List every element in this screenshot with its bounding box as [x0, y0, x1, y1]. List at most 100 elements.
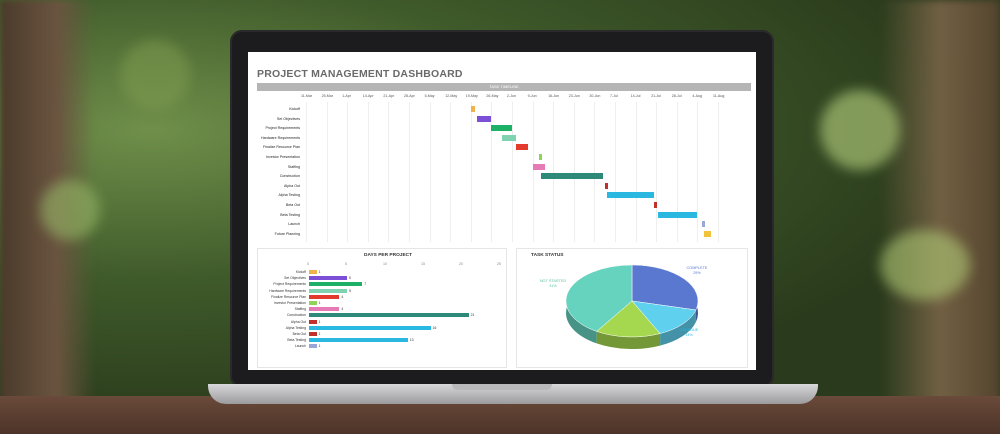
gantt-task-bar [606, 192, 655, 199]
gantt-gridline [615, 102, 616, 242]
gantt-date-label: 28-Apr [404, 94, 415, 98]
laptop-base [208, 384, 818, 404]
bar [309, 313, 469, 318]
gantt-gridline [409, 102, 410, 242]
gantt-chart: 11-Mar 25-Mar 1-Apr 14-Apr 21-Apr 28-Apr 5-May… [248, 92, 756, 242]
gantt-task-label: Investor Presentation [266, 155, 300, 159]
gantt-task-label: Beta Testing [280, 212, 300, 217]
bar-value-label: 1 [318, 301, 321, 305]
gantt-gridline [594, 102, 596, 242]
bar-category-label: Beta Out [292, 332, 306, 336]
gantt-task-label: Hardware Requirements [261, 135, 300, 140]
bokeh-light [880, 230, 970, 300]
gantt-date-label: 12-May [445, 94, 458, 98]
gantt-date-label: 5-May [424, 94, 435, 98]
pie-slice-percent: 41% [549, 284, 557, 288]
laptop-notch [452, 384, 552, 390]
dashboard-title: PROJECT MANAGEMENT DASHBOARD [257, 68, 463, 80]
laptop-screen: PROJECT MANAGEMENT DASHBOARD TASK TIMELI… [248, 52, 756, 370]
bar-axis-tick: 25 [497, 262, 501, 266]
gantt-task-label: Future Planning [274, 231, 300, 236]
bar-category-label: Alpha Testing [285, 325, 306, 330]
bar-axis-tick: 15 [421, 262, 425, 266]
bar-value-label: 7 [364, 282, 367, 287]
gantt-date-label: 23-Jun [568, 94, 580, 98]
bar [309, 307, 340, 312]
gantt-gridline [718, 102, 719, 242]
gantt-task-bar [654, 202, 658, 208]
pie-slice [631, 300, 697, 334]
bar [309, 338, 408, 343]
gantt-task-bar [516, 144, 529, 151]
gantt-gridline [697, 102, 699, 242]
gantt-date-label: 14-Apr [362, 94, 374, 98]
bar-category-label: Staffing [294, 307, 306, 312]
bar-value-label: 13 [409, 338, 414, 343]
gantt-date-label: 21-Apr [383, 94, 395, 98]
gantt-date-label: 30-Jun [589, 94, 601, 98]
gantt-gridline [532, 102, 534, 242]
bar-value-label: 1 [318, 332, 321, 336]
days-per-project-title: DAYS PER PROJECT [364, 253, 413, 258]
gantt-gridline [450, 102, 452, 242]
bar-category-label: Investor Presentation [273, 301, 306, 305]
gantt-gridline [429, 102, 431, 242]
bar [309, 344, 317, 349]
bar-category-label: Set Objectives [284, 276, 306, 281]
task-status-panel: TASK STATUS COMPLETE 29% OVERDUE 14% NOT STA… [516, 248, 748, 368]
gantt-task-bar [701, 221, 705, 228]
bar-value-label: 1 [318, 344, 321, 349]
bar-category-label: Finalize Resource Plan [271, 294, 306, 299]
bar-axis-tick: 20 [459, 262, 463, 266]
days-per-project-panel: DAYS PER PROJECT 0 5 10 15 20 25 Kickoff 1 Set O… [257, 248, 507, 368]
bokeh-light [820, 90, 900, 170]
pie-slice [631, 264, 699, 311]
gantt-task-bar [491, 125, 512, 132]
bar-axis-tick: 5 [345, 262, 347, 266]
bar-value-label: 4 [341, 307, 344, 312]
gantt-task-bar [476, 115, 492, 122]
pie-slice [596, 300, 661, 338]
gantt-date-label: 11-Mar [301, 94, 313, 98]
gantt-gridline [306, 102, 307, 242]
gantt-task-label: Project Requirements [265, 126, 300, 131]
pie-slice-percent: 29% [693, 271, 701, 275]
bar [309, 319, 317, 324]
bokeh-light [40, 180, 100, 240]
gantt-date-label: 11-Aug [713, 94, 725, 98]
gantt-task-bar [604, 182, 608, 189]
gantt-task-label: Alpha Out [284, 183, 300, 188]
gantt-date-label: 16-Jun [548, 94, 560, 98]
gantt-gridline [573, 102, 575, 242]
gantt-task-bar [532, 163, 545, 170]
bar [309, 301, 317, 305]
bar-category-label: Kickoff [295, 270, 306, 274]
bar-value-label: 16 [432, 325, 437, 330]
gantt-task-label: Staffing [287, 164, 300, 169]
gantt-gridline [347, 102, 349, 242]
gantt-date-label: 2-Jun [507, 94, 516, 98]
task-timeline-header: TASK TIMELINE [257, 83, 751, 91]
gantt-gridline [512, 102, 513, 242]
bar [309, 332, 317, 336]
bar [309, 282, 363, 287]
gantt-date-label: 28-Jul [671, 94, 682, 98]
gantt-date-label: 19-May [465, 94, 478, 98]
gantt-task-label: Finalize Resource Plan [263, 145, 300, 150]
bar-axis-tick: 10 [383, 262, 387, 266]
pie-slice-label: OVERDUE [680, 328, 699, 332]
gantt-gridline [553, 102, 555, 242]
bar [309, 276, 347, 281]
gantt-task-label: Set Objectives [276, 116, 300, 121]
bar-value-label: 4 [341, 294, 344, 299]
bar [309, 270, 317, 274]
pie-slice-label: COMPLETE [687, 266, 708, 270]
bar-category-label: Construction [286, 313, 306, 318]
gantt-task-label: Alpha Testing [278, 193, 300, 198]
gantt-task-bar [538, 154, 542, 160]
bar-category-label: Beta Testing [287, 338, 306, 343]
gantt-task-bar [540, 173, 603, 180]
gantt-gridline [491, 102, 493, 242]
gantt-gridline [326, 102, 328, 242]
